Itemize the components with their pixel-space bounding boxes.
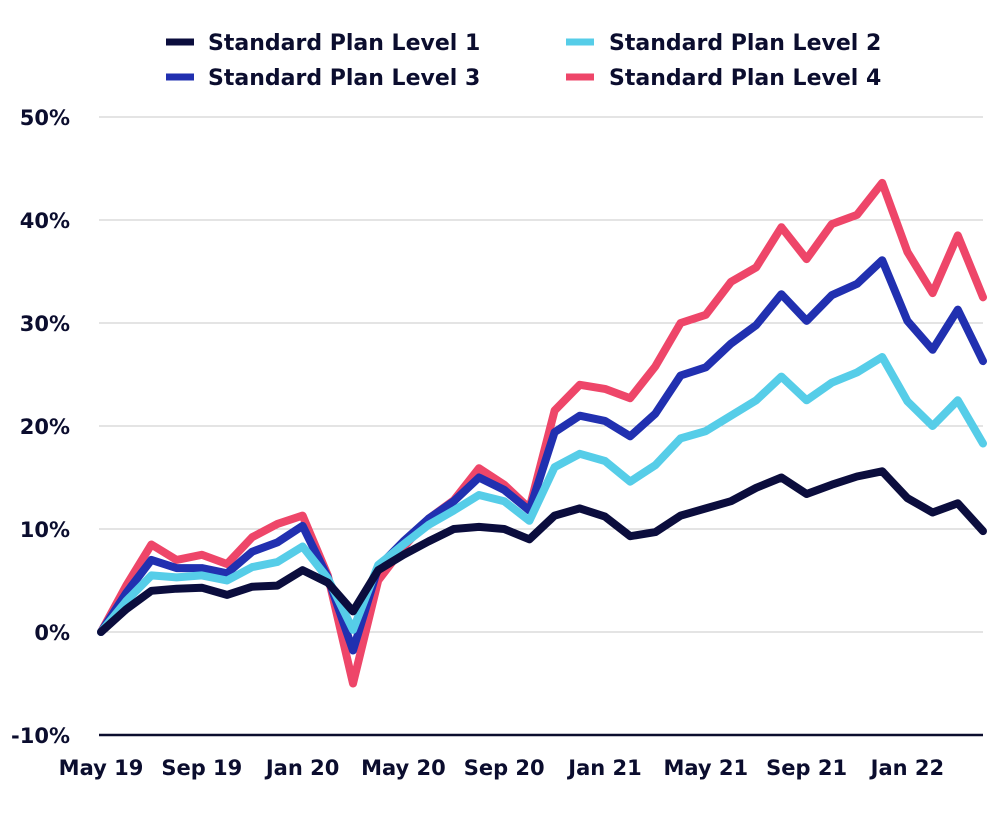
y-tick-label: 50% bbox=[20, 106, 70, 130]
legend-label-level-4: Standard Plan Level 4 bbox=[609, 66, 881, 91]
legend-label-level-3: Standard Plan Level 3 bbox=[208, 66, 480, 91]
x-tick-label: Jan 21 bbox=[566, 756, 641, 780]
y-tick-label: 20% bbox=[20, 415, 70, 439]
legend-item-level-2: Standard Plan Level 2 bbox=[566, 31, 881, 56]
legend-item-level-1: Standard Plan Level 1 bbox=[166, 31, 480, 56]
plot-area bbox=[97, 178, 987, 688]
series-line-level-3 bbox=[97, 256, 987, 655]
y-axis: -10% 0% 10% 20% 30% 40% 50% bbox=[11, 106, 70, 748]
y-tick-label: 40% bbox=[20, 209, 70, 233]
y-tick-label: 30% bbox=[20, 312, 70, 336]
legend: Standard Plan Level 1 Standard Plan Leve… bbox=[166, 31, 881, 91]
x-tick-label: Sep 20 bbox=[464, 756, 545, 780]
y-tick-label: -10% bbox=[11, 724, 70, 748]
legend-item-level-4: Standard Plan Level 4 bbox=[566, 66, 881, 91]
legend-label-level-2: Standard Plan Level 2 bbox=[609, 31, 881, 56]
x-tick-label: May 20 bbox=[361, 756, 446, 780]
legend-label-level-1: Standard Plan Level 1 bbox=[208, 31, 480, 56]
series-line-level-2 bbox=[97, 353, 987, 636]
x-tick-label: Sep 21 bbox=[766, 756, 847, 780]
x-tick-label: Jan 22 bbox=[869, 756, 944, 780]
x-tick-label: Jan 20 bbox=[264, 756, 339, 780]
series-line-level-1 bbox=[97, 467, 987, 636]
x-axis: May 19 Sep 19 Jan 20 May 20 Sep 20 Jan 21 May … bbox=[59, 756, 944, 780]
x-tick-label: May 21 bbox=[663, 756, 748, 780]
x-tick-label: Sep 19 bbox=[161, 756, 242, 780]
y-tick-label: 10% bbox=[20, 518, 70, 542]
series-line-level-4 bbox=[97, 178, 987, 688]
y-tick-label: 0% bbox=[34, 621, 70, 645]
gridlines bbox=[99, 116, 983, 737]
x-tick-label: May 19 bbox=[59, 756, 144, 780]
legend-item-level-3: Standard Plan Level 3 bbox=[166, 66, 480, 91]
